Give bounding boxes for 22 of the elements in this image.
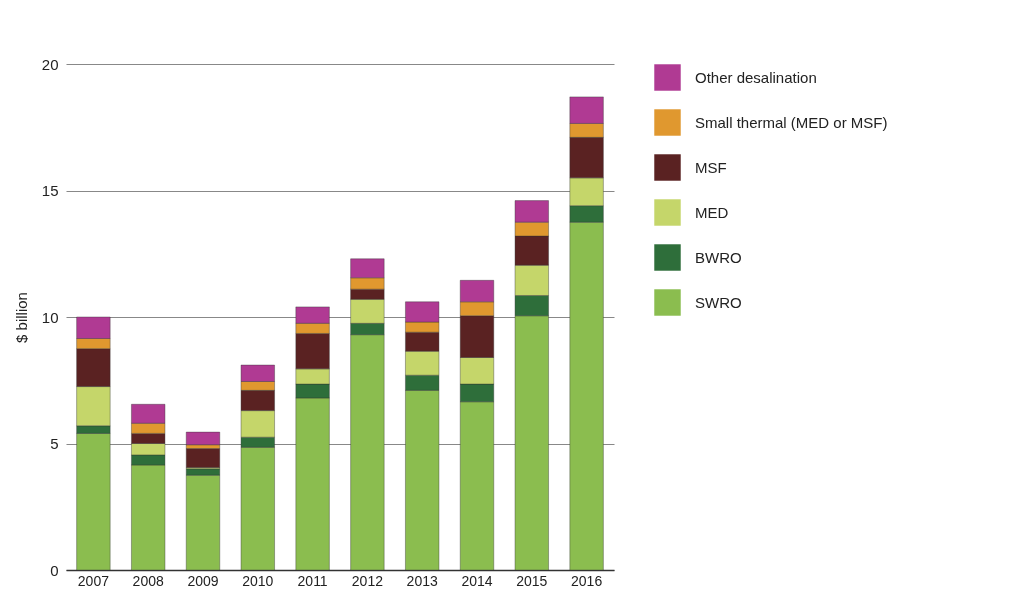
x-tick-label: 2016 bbox=[571, 572, 603, 589]
legend-label: BWRO bbox=[695, 248, 742, 266]
legend-label: Other desalination bbox=[695, 68, 817, 86]
y-tick-label: 5 bbox=[50, 435, 59, 452]
x-tick-label: 2014 bbox=[461, 572, 493, 589]
x-tick-label: 2011 bbox=[297, 572, 328, 589]
y-tick-label: 0 bbox=[50, 561, 59, 579]
x-tick-label: 2013 bbox=[406, 572, 438, 589]
legend-label: MSF bbox=[695, 158, 727, 176]
x-tick-label: 2015 bbox=[516, 572, 548, 589]
x-tick-label: 2009 bbox=[187, 572, 219, 589]
x-tick-label: 2012 bbox=[351, 572, 384, 589]
x-tick-label: 2008 bbox=[132, 572, 164, 589]
legend-label: Small thermal (MED or MSF) bbox=[695, 113, 888, 131]
y-tick-label: 20 bbox=[41, 55, 59, 73]
x-tick-label: 2007 bbox=[77, 572, 110, 589]
y-tick-label: 10 bbox=[41, 308, 59, 326]
x-tick-label: 2010 bbox=[242, 572, 274, 589]
y-tick-label: 15 bbox=[41, 182, 59, 199]
legend-label: MED bbox=[695, 203, 729, 221]
y-axis-title: $ billion bbox=[12, 292, 30, 343]
legend-label: SWRO bbox=[695, 293, 742, 311]
